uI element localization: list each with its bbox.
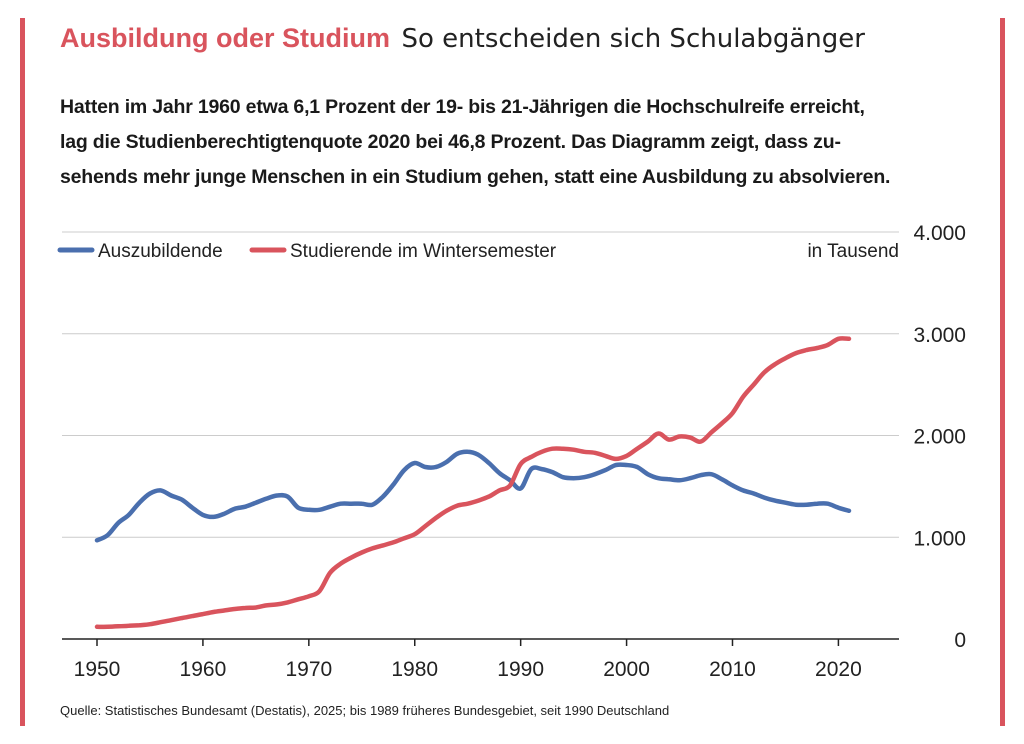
y-tick-label: 3.000 [913,324,966,347]
x-tick-label: 1970 [285,658,332,681]
legend-label-auszubildende: Auszubildende [98,241,223,262]
grid-layer [62,231,899,538]
legend-label-studierende: Studierende im Wintersemester [290,241,557,262]
unit-label: in Tausend [807,241,899,262]
x-tick-label: 1950 [74,658,121,681]
chart-title: Ausbildung oder Studium [60,23,390,53]
chart-heading: Ausbildung oder Studium So entscheiden s… [60,18,865,59]
legend: Auszubildende Studierende im Wintersemes… [57,241,899,262]
x-tick-label: 2010 [709,658,756,681]
intro-line-1: Hatten im Jahr 1960 etwa 6,1 Prozent der… [60,96,865,118]
left-accent-bar [20,18,25,726]
right-accent-bar [1000,18,1005,726]
series-line-auszubildende [94,449,852,543]
y-tick-label: 4.000 [913,222,966,245]
source-note: Quelle: Statistisches Bundesamt (Destati… [60,703,670,718]
intro-line-2: lag die Studienberechtigtenquote 2020 be… [60,131,841,153]
intro-text: Hatten im Jahr 1960 etwa 6,1 Prozent der… [60,90,980,195]
chart-subtitle: So entscheiden sich Schulabgänger [401,24,865,54]
y-tick-label: 2.000 [913,426,966,449]
intro-line-3: sehends mehr junge Menschen in ein Studi… [60,166,891,188]
y-tick-label: 1.000 [913,527,966,550]
series-line-studierende [94,336,852,630]
x-tick-label: 1980 [391,658,438,681]
series-layer [94,336,852,630]
y-tick-label: 0 [954,629,966,652]
x-axis: 1950 1960 1970 1980 1990 2000 2010 2020 [62,638,899,681]
x-tick-label: 2000 [603,658,650,681]
x-tick-label: 2020 [815,658,862,681]
y-axis: 0 1.000 2.000 3.000 4.000 [913,222,966,652]
x-tick-label: 1960 [180,658,227,681]
x-tick-label: 1990 [497,658,544,681]
